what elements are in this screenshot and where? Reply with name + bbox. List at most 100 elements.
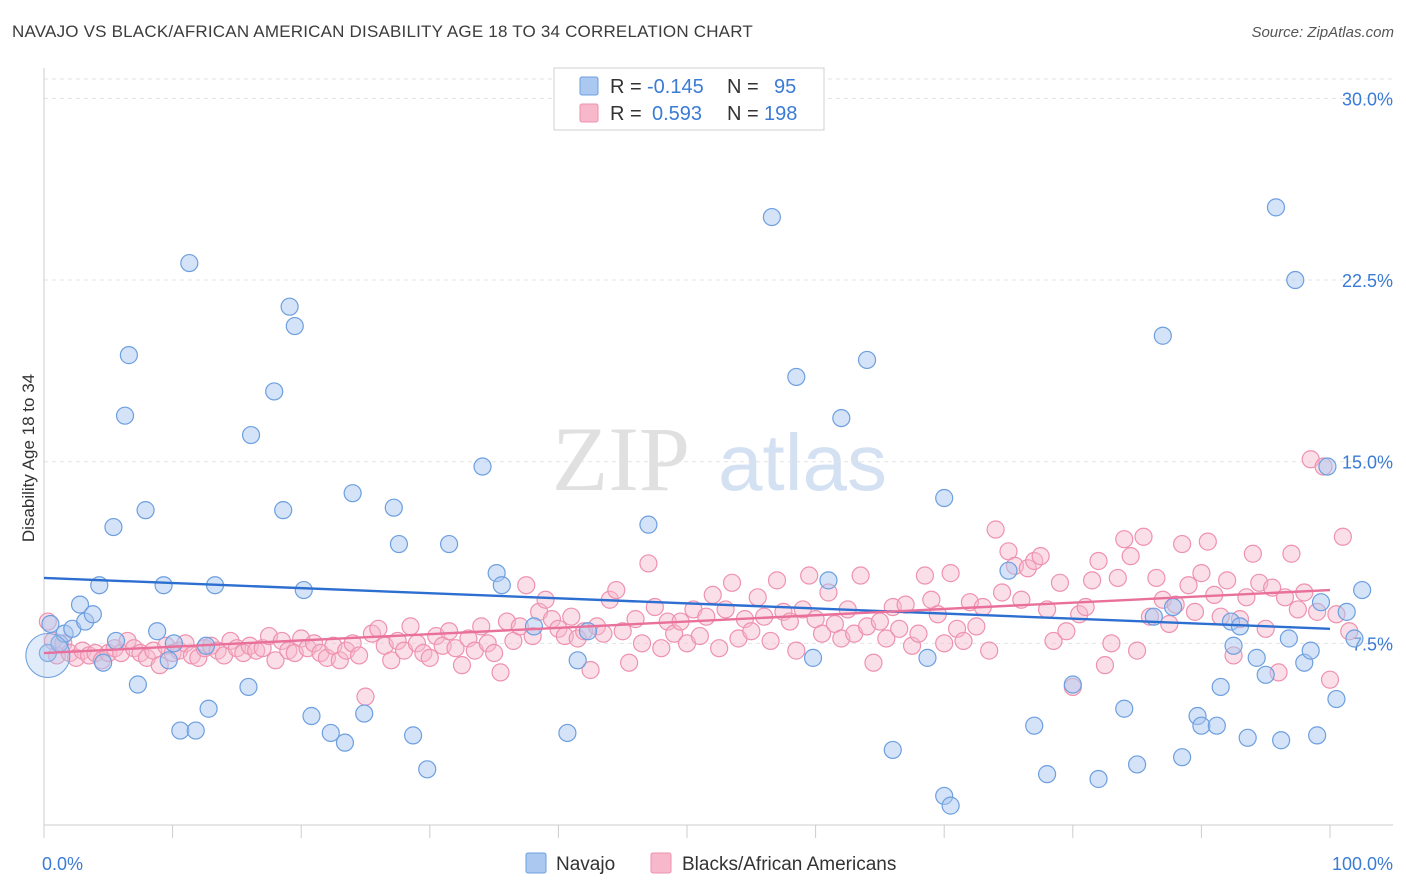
data-point-navajo [128, 675, 147, 694]
data-point-navajo [999, 561, 1018, 580]
data-point-black [1018, 559, 1037, 578]
chart-source: Source: ZipAtlas.com [1251, 24, 1394, 41]
data-point-navajo [389, 534, 409, 554]
data-point-black [992, 583, 1012, 602]
trend-line-navajo [43, 576, 1331, 631]
data-point-black [1333, 527, 1352, 546]
data-point-black [632, 634, 652, 653]
data-point-black [1282, 544, 1301, 563]
data-point-black [1031, 547, 1050, 566]
data-point-black [1147, 568, 1166, 588]
data-point-navajo [1037, 765, 1057, 784]
data-point-navajo [1266, 198, 1286, 217]
data-point-navajo [1089, 769, 1108, 789]
data-point-navajo [106, 631, 126, 651]
data-point-black [980, 641, 999, 660]
data-point-navajo [274, 501, 293, 520]
legend-n-label-navajo: N = [727, 76, 759, 98]
data-point-black [330, 651, 349, 670]
data-point-navajo [335, 733, 355, 752]
data-point-navajo [1345, 629, 1364, 648]
data-point-black [748, 588, 767, 607]
data-point-black [967, 617, 986, 636]
data-point-black [1198, 532, 1217, 551]
data-point-navajo [180, 253, 199, 273]
data-point-navajo [1247, 648, 1266, 667]
data-point-black [581, 660, 600, 680]
data-point-black [812, 624, 832, 643]
data-point-black [517, 576, 536, 595]
data-point-black [761, 631, 780, 651]
data-point-black [986, 520, 1005, 539]
data-point-black [690, 626, 709, 646]
data-point-navajo [302, 706, 321, 726]
data-point-navajo [1238, 728, 1257, 747]
data-point-black [1160, 614, 1179, 634]
data-point-navajo [384, 498, 403, 517]
data-point-black [1288, 600, 1307, 619]
legend-swatch-navajo [579, 76, 599, 96]
data-point-navajo [639, 515, 658, 534]
data-point-black [1243, 544, 1262, 563]
data-point-black [446, 639, 465, 658]
data-point-black [1320, 670, 1340, 689]
y-axis-label: Disability Age 18 to 34 [19, 374, 38, 542]
data-point-black [452, 656, 472, 675]
data-point-navajo [1279, 629, 1298, 648]
data-point-black [1121, 547, 1140, 566]
data-point-navajo [819, 571, 838, 590]
data-point-black [382, 651, 401, 670]
data-point-black [607, 580, 626, 600]
data-point-navajo [171, 721, 190, 740]
data-point-black [652, 639, 671, 658]
data-point-black [1127, 641, 1147, 660]
data-point-navajo [935, 488, 954, 508]
data-point-black [722, 573, 742, 592]
watermark-atlas: atlas [718, 418, 887, 507]
data-point-navajo [762, 207, 781, 227]
watermark-zip: ZIP [552, 408, 690, 510]
data-point-navajo [524, 617, 544, 636]
data-point-navajo [1256, 665, 1275, 684]
data-point-black [639, 554, 658, 573]
data-point-navajo [239, 677, 258, 697]
data-point-black [1173, 534, 1192, 554]
data-point-navajo [199, 699, 218, 718]
data-point-navajo [186, 721, 205, 740]
data-point-navajo-large [25, 632, 71, 678]
data-point-black [1134, 527, 1153, 546]
data-point-navajo [1063, 675, 1082, 694]
data-point-black [800, 566, 819, 585]
data-point-navajo [119, 346, 138, 365]
data-point-navajo [70, 595, 90, 614]
data-point-black [478, 634, 497, 653]
data-point-navajo [94, 653, 113, 672]
data-point-black [935, 634, 954, 653]
data-point-black [851, 566, 870, 585]
data-point-navajo [355, 704, 374, 723]
data-point-navajo [1353, 580, 1372, 600]
data-point-black [710, 639, 729, 658]
data-point-black [697, 607, 716, 626]
data-point-black [620, 653, 639, 672]
data-point-black [1095, 656, 1115, 675]
data-point-navajo [1173, 748, 1192, 767]
data-point-black [266, 651, 285, 670]
legend-n-label-black: N = [727, 103, 759, 125]
data-point-black [1237, 588, 1256, 607]
legend-n-value-navajo: 95 [774, 76, 796, 98]
data-point-navajo [321, 723, 340, 743]
data-point-navajo [1164, 597, 1183, 617]
data-point-black [1050, 573, 1070, 592]
data-point-navajo [154, 576, 173, 595]
data-point-black [349, 646, 369, 665]
data-point-navajo [1211, 677, 1230, 697]
data-point-black [742, 622, 761, 641]
grid-lines [44, 78, 1393, 644]
data-point-black [369, 619, 388, 638]
legend-swatch-black [579, 103, 599, 123]
chart-title: NAVAJO VS BLACK/AFRICAN AMERICAN DISABIL… [12, 22, 753, 41]
data-point-navajo [568, 651, 587, 670]
data-point-black [954, 631, 973, 651]
